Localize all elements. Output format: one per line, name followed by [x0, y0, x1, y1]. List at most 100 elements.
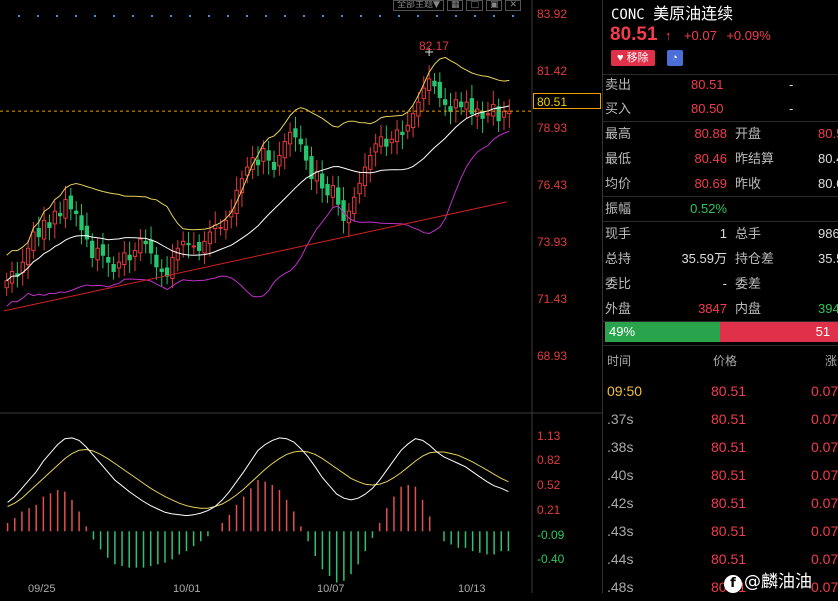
candle-body [261, 147, 266, 162]
candle-body [52, 210, 57, 225]
candle-body [507, 110, 512, 115]
candle-body [207, 231, 213, 245]
candle-body [68, 195, 73, 210]
remove-label: 移除 [626, 52, 649, 64]
candle-body [287, 131, 293, 145]
marker-dot [493, 15, 495, 17]
candle-body [180, 240, 186, 246]
candle-body [74, 210, 79, 214]
candle-body [122, 252, 127, 266]
candle-body [111, 264, 116, 272]
candle-body [325, 183, 330, 196]
marker-dot [398, 15, 400, 17]
marker-dot [208, 15, 210, 17]
marker-dot [75, 15, 77, 17]
y-tick-label: 71.43 [537, 292, 568, 306]
candle-body [127, 254, 132, 261]
tick-row[interactable]: .38s 80.51 0.07 [603, 433, 838, 461]
candle-body [223, 219, 229, 231]
candle-body [320, 173, 325, 189]
tick-row[interactable]: .40s 80.51 0.07 [603, 461, 838, 489]
y-tick-label: 73.93 [537, 235, 568, 249]
tick-time: .38s [607, 439, 634, 455]
candle-body [464, 101, 469, 110]
theme-label: 全部主题 [397, 0, 434, 10]
candle-body [132, 250, 138, 257]
candle-body [197, 241, 202, 252]
x-tick-label: 10/01 [173, 583, 201, 595]
candle-body [255, 159, 261, 166]
tick-change: 0.07 [811, 439, 838, 455]
tick-row[interactable]: .43s 80.51 0.07 [603, 517, 838, 545]
stat-value: 1 [719, 226, 727, 241]
stat-value: 80.69 [694, 176, 727, 191]
candle-body [405, 124, 410, 132]
candle-body [154, 254, 159, 268]
square-icon[interactable]: □ [466, 0, 483, 11]
candle-body [373, 143, 378, 153]
stat-value: 80.46 [694, 151, 727, 166]
instrument-code: CONC [611, 7, 645, 23]
candle-body [95, 247, 100, 261]
current-price-marker: 80.51 [533, 93, 601, 109]
band-lower-line [6, 130, 510, 307]
tick-header-time: 时间 [607, 354, 632, 368]
marker-dot [132, 15, 134, 17]
candle-body [31, 231, 36, 252]
stat-label: 总手 [735, 226, 762, 241]
tick-row[interactable]: 09:50 80.51 0.07 [603, 377, 838, 405]
divider [603, 221, 838, 222]
tick-change: 0.07 [811, 495, 838, 511]
stat-label: 委比 [605, 276, 632, 291]
macd-tick-label: 0.52 [537, 478, 561, 492]
candle-body [25, 247, 31, 266]
candle-body [100, 244, 106, 256]
candle-body [218, 226, 223, 229]
ask-row: 卖出 80.51 - [603, 73, 838, 97]
tick-change: 0.07 [811, 579, 838, 595]
macd-tick-label: 0.21 [537, 503, 561, 517]
tick-row[interactable]: .42s 80.51 0.07 [603, 489, 838, 517]
macd-tick-label: -0.40 [537, 552, 565, 566]
stat-label: 外盘 [605, 301, 632, 316]
remove-watchlist-button[interactable]: ♥ 移除 [611, 50, 655, 66]
marker-dot [455, 15, 457, 17]
divider [603, 196, 838, 197]
sell-ratio-fill: 51 [719, 322, 838, 342]
close-icon[interactable]: ✕ [505, 0, 522, 11]
marker-dot [265, 15, 267, 17]
candle-body [362, 166, 368, 187]
ask-volume: - [789, 77, 794, 92]
restore-icon[interactable]: ▣ [485, 0, 503, 11]
candle-body [410, 113, 416, 129]
x-tick-label: 10/07 [317, 583, 345, 595]
candle-body [164, 267, 170, 277]
macd-tick-label: 1.13 [537, 429, 561, 443]
candle-body [57, 212, 63, 217]
alert-bell-icon[interactable]: ◔ [666, 50, 683, 66]
chart-area[interactable]: 全部主题▼ ▦ □ ▣ ✕ 82.17 80.51 83.92 81.42 78… [0, 0, 602, 595]
stat-value: 80.6 [818, 176, 838, 191]
chart-toolbar: 全部主题▼ ▦ □ ▣ ✕ [393, 0, 522, 11]
tick-row[interactable]: .37s 80.51 0.07 [603, 405, 838, 433]
tick-change: 0.07 [811, 383, 838, 399]
stat-value: 80.5 [818, 126, 838, 141]
chevron-down-icon: ▼ [433, 0, 440, 10]
candle-body [443, 99, 448, 105]
tick-price: 80.51 [711, 411, 747, 427]
stat-value: 986 [818, 226, 838, 241]
candle-body [416, 101, 421, 117]
tick-price: 80.51 [711, 495, 747, 511]
candle-body [485, 113, 491, 116]
candle-body [352, 196, 357, 214]
watermark-logo: f [724, 575, 742, 593]
bid-volume: - [789, 101, 794, 116]
tick-row[interactable]: .44s 80.51 0.07 [603, 545, 838, 573]
tick-price: 80.51 [711, 439, 747, 455]
candle-body [170, 257, 175, 279]
theme-dropdown[interactable]: 全部主题▼ [393, 0, 444, 11]
price-chart[interactable] [0, 0, 602, 593]
candle-body [384, 138, 389, 147]
stat-row: 外盘 3847 内盘 394 [603, 297, 838, 321]
grid-icon[interactable]: ▦ [446, 0, 464, 11]
